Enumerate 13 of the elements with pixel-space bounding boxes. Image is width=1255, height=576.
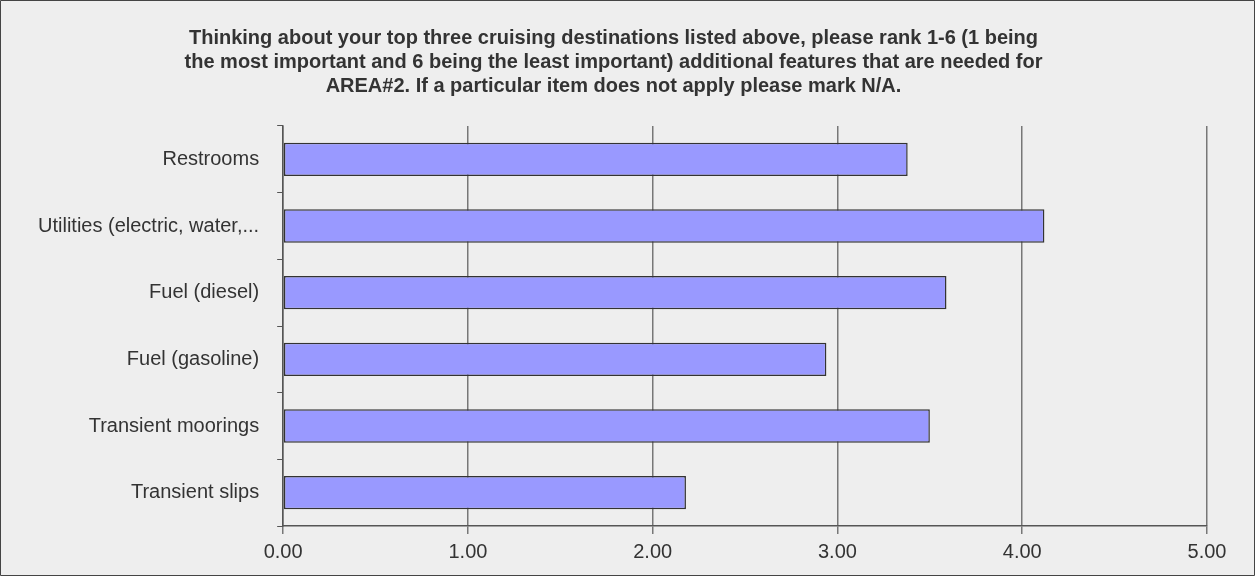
y-tick-label: Transient slips	[130, 480, 260, 503]
y-tick-label: Transient moorings	[88, 413, 260, 436]
x-tick-label: 2.00	[633, 539, 673, 562]
x-tick-label: 3.00	[818, 539, 857, 562]
y-tick-label: Restrooms	[162, 146, 260, 169]
y-tick-label: Fuel (gasoline)	[126, 346, 260, 369]
x-tick-label: 0.00	[263, 539, 303, 562]
y-tick-label: Fuel (diesel)	[149, 280, 260, 303]
y-tick-label: Utilities (electric, water,...	[37, 213, 260, 236]
x-tick-label: 5.00	[1187, 539, 1227, 562]
x-tick-label: 1.00	[448, 539, 488, 562]
x-tick-label: 4.00	[1002, 539, 1042, 562]
chart-title: Thinking about your top three cruising destinations listed above, please rank 1-6 (1 being the most important and 6 being the least important) additional features that are needed for AREA#2. If a particular item does not apply please mark N/A.	[184, 25, 1043, 96]
